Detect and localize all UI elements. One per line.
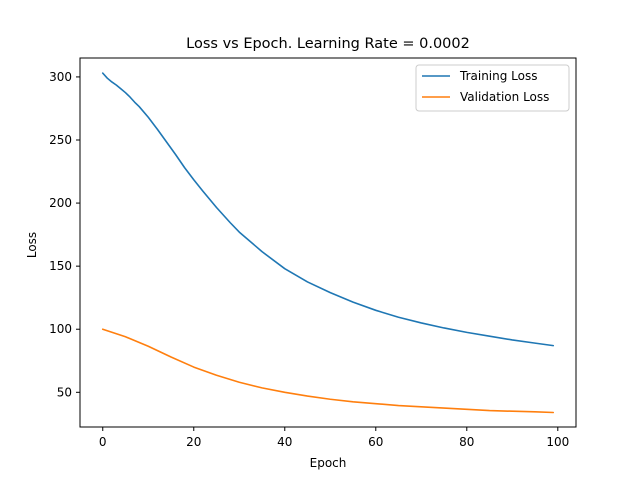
x-axis-label: Epoch bbox=[310, 456, 347, 470]
y-tick-label: 50 bbox=[57, 385, 72, 399]
chart-title: Loss vs Epoch. Learning Rate = 0.0002 bbox=[186, 36, 470, 52]
x-tick-label: 0 bbox=[99, 435, 107, 449]
plot-frame bbox=[79, 57, 577, 428]
x-tick-label: 40 bbox=[277, 435, 292, 449]
validation-loss-line bbox=[101, 328, 555, 414]
x-tick-label: 20 bbox=[186, 435, 201, 449]
y-tick-label: 150 bbox=[49, 259, 72, 273]
training-loss-line bbox=[101, 72, 555, 347]
series-layer bbox=[101, 72, 555, 414]
y-axis: 50 100 150 200 250 300 bbox=[49, 70, 80, 399]
legend-label-validation: Validation Loss bbox=[460, 90, 549, 104]
legend-box bbox=[415, 64, 570, 112]
x-tick-label: 100 bbox=[546, 435, 569, 449]
y-tick-label: 100 bbox=[49, 322, 72, 336]
x-tick-label: 60 bbox=[368, 435, 383, 449]
legend: Training Loss Validation Loss bbox=[415, 64, 570, 112]
y-tick-label: 250 bbox=[49, 133, 72, 147]
y-axis-label: Loss bbox=[25, 232, 39, 258]
legend-label-training: Training Loss bbox=[459, 69, 537, 83]
x-tick-label: 80 bbox=[459, 435, 474, 449]
x-axis: 0 20 40 60 80 100 bbox=[99, 427, 569, 449]
y-tick-label: 300 bbox=[49, 70, 72, 84]
y-tick-label: 200 bbox=[49, 196, 72, 210]
